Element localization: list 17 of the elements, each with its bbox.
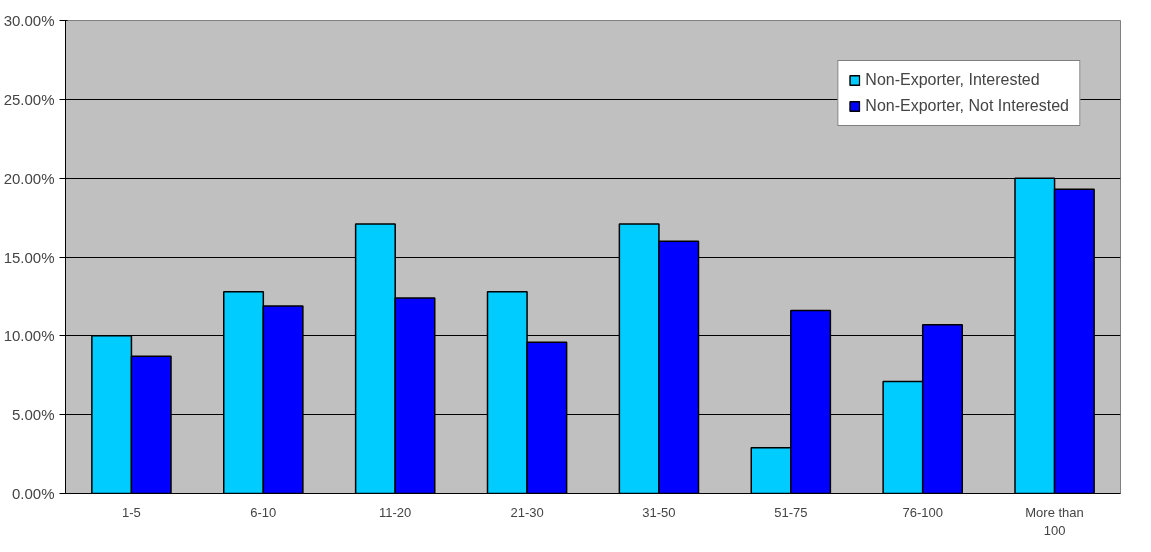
legend-label: Non-Exporter, Interested <box>865 71 1040 89</box>
x-tick-label: 11-20 <box>379 504 412 520</box>
x-tick-label: More than 100 <box>1025 504 1084 538</box>
legend-label: Non-Exporter, Not Interested <box>865 97 1069 115</box>
y-tick-label: 5.00% <box>11 406 55 424</box>
y-tick-label: 20.00% <box>3 169 55 187</box>
y-tick-label: 10.00% <box>3 327 55 345</box>
x-tick-label: 76-100 <box>902 504 943 520</box>
x-tick-label: 1-5 <box>122 504 141 520</box>
x-tick-label: 21-30 <box>510 504 544 520</box>
y-tick-label: 25.00% <box>3 90 55 108</box>
y-tick-label: 0.00% <box>11 485 55 502</box>
x-tick-label: 31-50 <box>642 504 676 520</box>
x-tick-label: 51-75 <box>774 504 808 520</box>
x-tick-label: 6-10 <box>250 504 277 520</box>
y-tick-label: 30.00% <box>3 12 55 29</box>
y-tick-label: 15.00% <box>3 248 55 266</box>
